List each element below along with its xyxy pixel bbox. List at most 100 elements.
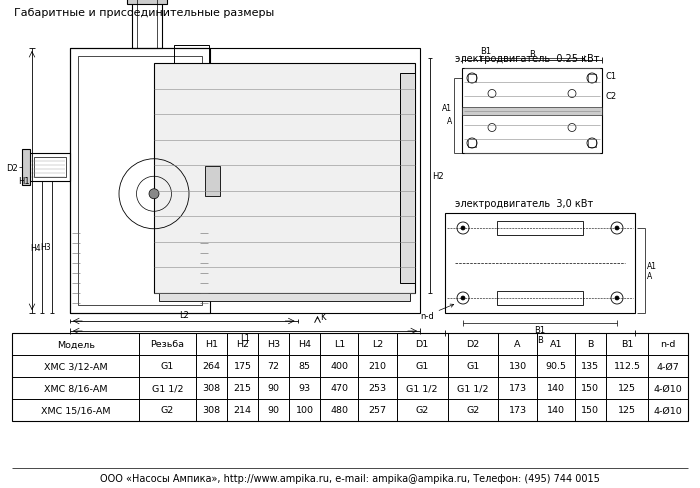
Bar (12, 333, 688, 421)
Text: электродвигатель  3,0 кВт: электродвигатель 3,0 кВт (455, 199, 594, 208)
Text: 150: 150 (582, 384, 599, 393)
Text: ХМС 15/16-АМ: ХМС 15/16-АМ (41, 406, 111, 415)
Text: H2: H2 (236, 340, 249, 349)
Text: 173: 173 (508, 406, 526, 415)
Text: L2: L2 (372, 340, 383, 349)
Text: ХМС 8/16-АМ: ХМС 8/16-АМ (44, 384, 107, 393)
Circle shape (467, 139, 477, 149)
Text: L1: L1 (334, 340, 345, 349)
Text: D2: D2 (466, 340, 480, 349)
Text: 125: 125 (618, 384, 636, 393)
Bar (70, 49, 210, 313)
Text: 257: 257 (369, 406, 386, 415)
Text: G2: G2 (466, 406, 480, 415)
Text: G1 1/2: G1 1/2 (407, 384, 438, 393)
Text: n-d: n-d (420, 305, 454, 320)
Text: Резьба: Резьба (150, 340, 185, 349)
Text: H1: H1 (205, 340, 218, 349)
Bar (468, 140, 476, 148)
Text: 175: 175 (234, 362, 251, 371)
Text: G1 1/2: G1 1/2 (152, 384, 183, 393)
Bar (462, 107, 602, 115)
Text: 85: 85 (299, 362, 311, 371)
Text: 130: 130 (508, 362, 526, 371)
Text: 4-Ø10: 4-Ø10 (654, 384, 682, 393)
Text: 308: 308 (202, 384, 220, 393)
Bar (30, 154, 70, 182)
Circle shape (587, 139, 597, 149)
Text: 215: 215 (234, 384, 251, 393)
Text: G1 1/2: G1 1/2 (457, 384, 489, 393)
Text: G2: G2 (161, 406, 174, 415)
Circle shape (457, 292, 469, 305)
Text: 214: 214 (234, 406, 251, 415)
Text: 140: 140 (547, 384, 565, 393)
Text: G1: G1 (466, 362, 480, 371)
Text: 264: 264 (202, 362, 220, 371)
Text: Габаритные и присоединительные размеры: Габаритные и присоединительные размеры (14, 8, 274, 18)
Circle shape (461, 226, 465, 230)
Circle shape (488, 124, 496, 132)
Text: A: A (514, 340, 521, 349)
Bar (159, 293, 410, 302)
Bar (588, 140, 596, 148)
Text: 400: 400 (330, 362, 349, 371)
Circle shape (587, 74, 597, 84)
Bar (497, 291, 582, 305)
Circle shape (615, 226, 619, 230)
Bar (445, 214, 635, 313)
Text: B1: B1 (534, 326, 545, 335)
Text: 90: 90 (267, 384, 279, 393)
Text: 253: 253 (368, 384, 386, 393)
Text: C1: C1 (605, 72, 616, 81)
Circle shape (611, 292, 623, 305)
Bar (70, 49, 420, 313)
Bar (34, 158, 66, 178)
Text: C2: C2 (605, 92, 616, 102)
Text: 90: 90 (267, 406, 279, 415)
Text: H3: H3 (267, 340, 280, 349)
Text: D2: D2 (6, 163, 18, 172)
Bar (400, 74, 415, 284)
Bar (174, 46, 209, 64)
Text: n-d: n-d (661, 340, 676, 349)
Text: ХМС 3/12-АМ: ХМС 3/12-АМ (44, 362, 108, 371)
Bar (132, 0, 162, 49)
Text: H3: H3 (41, 243, 51, 252)
Circle shape (461, 296, 465, 301)
Text: A1: A1 (442, 104, 452, 113)
Text: H4: H4 (298, 340, 312, 349)
Text: A: A (447, 117, 452, 126)
Text: 140: 140 (547, 406, 565, 415)
Text: ООО «Насосы Ампика», http://www.ampika.ru, e-mail: ampika@ampika.ru, Телефон: (4: ООО «Насосы Ампика», http://www.ampika.r… (100, 473, 600, 483)
Bar (137, 0, 157, 49)
Text: 93: 93 (299, 384, 311, 393)
Circle shape (467, 74, 477, 84)
Text: A1: A1 (647, 262, 657, 270)
Text: B: B (587, 340, 594, 349)
Circle shape (149, 189, 159, 199)
Text: 210: 210 (369, 362, 386, 371)
Text: K: K (321, 313, 326, 322)
Text: G1: G1 (161, 362, 174, 371)
Text: 135: 135 (582, 362, 599, 371)
Bar (127, 0, 167, 5)
Text: B1: B1 (480, 47, 491, 57)
Text: B: B (537, 336, 543, 345)
Text: L1: L1 (240, 334, 250, 343)
Text: Модель: Модель (57, 340, 94, 349)
Bar (462, 69, 602, 154)
Circle shape (488, 90, 496, 98)
Text: 150: 150 (582, 406, 599, 415)
Text: A: A (647, 271, 652, 281)
Text: 4-Ø7: 4-Ø7 (657, 362, 680, 371)
Circle shape (568, 90, 576, 98)
Circle shape (457, 223, 469, 235)
Text: 90.5: 90.5 (545, 362, 566, 371)
Bar (154, 64, 415, 293)
Circle shape (568, 124, 576, 132)
Circle shape (615, 296, 619, 301)
Bar (78, 57, 202, 305)
Text: 112.5: 112.5 (614, 362, 640, 371)
Text: B: B (529, 50, 535, 60)
